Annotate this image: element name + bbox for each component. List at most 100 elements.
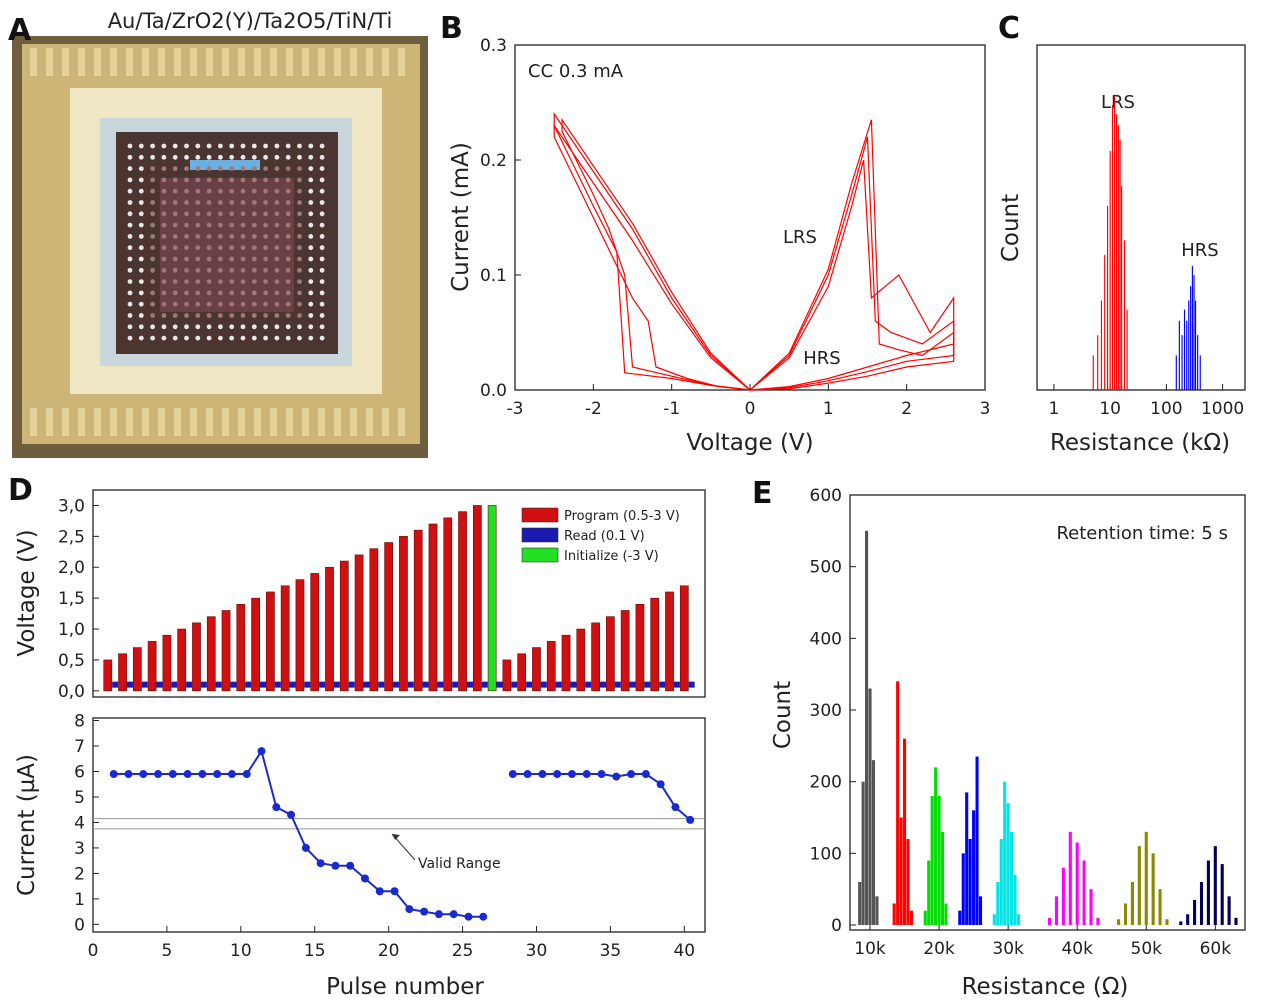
x-tick-label: 15	[304, 941, 326, 961]
chip-pad	[285, 301, 291, 307]
chip-pad	[206, 188, 212, 194]
chip-pad	[229, 188, 235, 194]
chip-pad	[127, 188, 133, 194]
package-lead	[286, 408, 293, 436]
data-point	[479, 912, 488, 921]
chip-pad	[285, 335, 291, 341]
chip-pad	[161, 222, 167, 228]
bar	[591, 622, 600, 692]
data-marker	[245, 681, 252, 688]
bar	[620, 610, 630, 692]
chip-pad	[285, 222, 291, 228]
legend-label: Initialize (-3 V)	[564, 549, 659, 564]
chip-pad	[297, 177, 302, 183]
data-marker	[112, 681, 119, 688]
chip-pad	[127, 211, 133, 217]
chip-pad	[127, 256, 133, 262]
y-tick-label: 0.2	[480, 151, 507, 171]
chip-pad	[263, 200, 268, 205]
bar	[147, 641, 157, 692]
bar	[280, 585, 290, 692]
data-marker	[304, 681, 311, 688]
x-tick-label: 10	[230, 941, 252, 961]
chip-pad	[308, 301, 314, 307]
chip-pad	[172, 222, 178, 228]
chip-pad	[308, 177, 314, 183]
chip-pad	[195, 222, 201, 228]
chip-pad	[184, 166, 189, 172]
chip-pad	[138, 301, 144, 307]
data-point	[242, 770, 251, 779]
bar	[1151, 853, 1155, 925]
chip-pad	[308, 154, 314, 160]
chip-pad	[138, 143, 144, 149]
chip-pad	[319, 234, 325, 239]
chip-pad	[138, 211, 144, 217]
chip-pad	[229, 211, 235, 217]
chip-pad	[184, 335, 189, 341]
chip-pad	[138, 154, 144, 160]
data-marker	[274, 681, 281, 688]
bar	[958, 910, 962, 925]
chip-pad	[150, 290, 156, 296]
bar	[162, 634, 172, 692]
bar	[909, 910, 914, 925]
chip-pad	[150, 279, 156, 284]
chip-pad	[240, 267, 246, 273]
chip-pad	[218, 279, 223, 284]
chip-pad	[297, 234, 302, 239]
chip-pad	[274, 324, 280, 330]
bar	[310, 573, 320, 692]
chip-pad	[263, 290, 268, 296]
chip-pad	[127, 290, 133, 296]
chip-pad	[184, 313, 189, 318]
chip-pad	[229, 279, 235, 284]
bar	[1165, 919, 1169, 925]
chip-pad	[218, 267, 223, 273]
chip-pad	[319, 256, 325, 262]
chip-pad	[127, 154, 133, 160]
bar	[1006, 803, 1010, 925]
bar	[1175, 355, 1177, 390]
bar	[1100, 300, 1103, 390]
data-marker	[289, 681, 296, 688]
chip-pad	[138, 335, 144, 341]
panel-letter: B	[440, 11, 463, 46]
x-tick-label: 40k	[1061, 939, 1093, 959]
package-lead	[110, 48, 117, 76]
package-lead	[382, 408, 389, 436]
chip-pad	[195, 234, 201, 239]
chip-pad	[240, 234, 246, 239]
chip-pad	[138, 324, 144, 330]
chip-pad	[240, 166, 246, 172]
chip-pad	[274, 256, 280, 262]
data-point	[124, 770, 133, 779]
bar	[896, 681, 900, 925]
chip-pad	[206, 222, 212, 228]
arrow-head	[392, 834, 400, 840]
chip-pad	[218, 177, 223, 183]
data-point	[538, 770, 547, 779]
data-point	[523, 770, 532, 779]
data-point	[183, 770, 192, 779]
data-marker	[614, 681, 621, 688]
chip-pad	[184, 222, 189, 228]
data-marker	[200, 681, 207, 688]
chip-pad	[297, 222, 302, 228]
chip-pad	[240, 154, 246, 160]
chip-pad	[274, 211, 280, 217]
package-lead	[318, 408, 325, 436]
data-point	[671, 803, 680, 812]
chip-pad	[240, 324, 246, 330]
chip-pad	[251, 290, 257, 296]
chip-pad	[263, 335, 268, 341]
chip-pad	[263, 188, 268, 194]
data-point	[656, 780, 665, 789]
chip-pad	[308, 211, 314, 217]
chip-pad	[308, 313, 314, 318]
data-marker	[407, 681, 414, 688]
chip-pad	[218, 245, 223, 251]
package-lead	[62, 48, 69, 76]
package-lead	[206, 48, 213, 76]
